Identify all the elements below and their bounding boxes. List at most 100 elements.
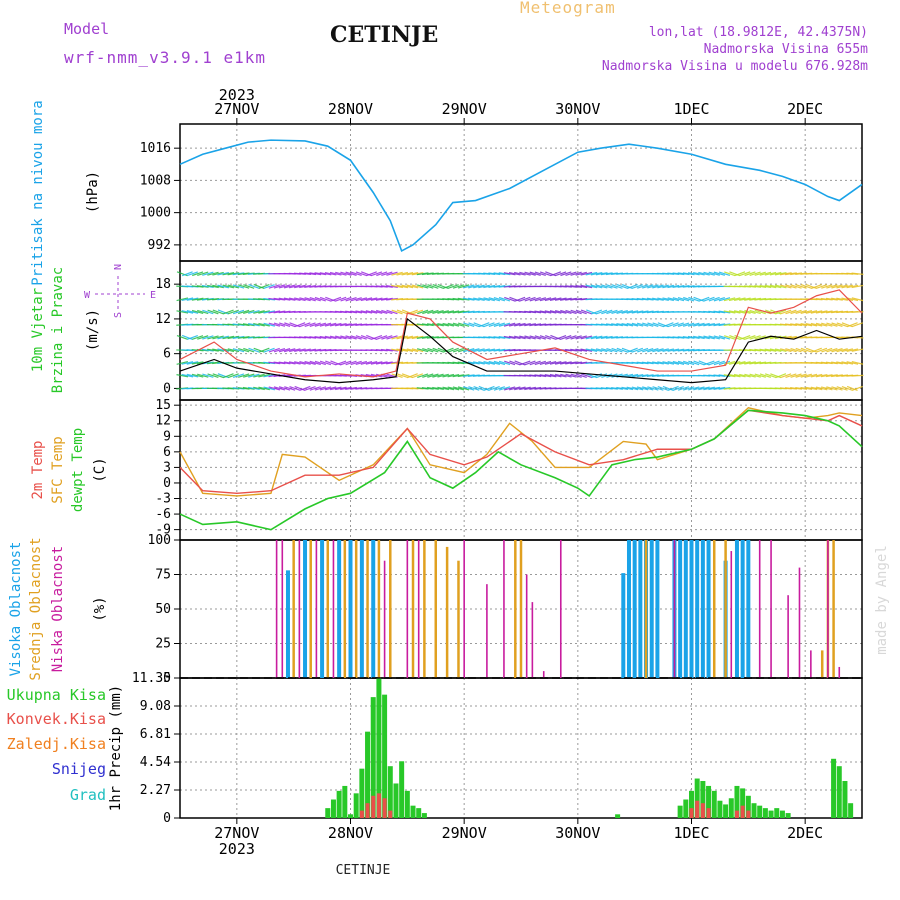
wind-barb xyxy=(657,322,669,328)
wind-barb xyxy=(708,271,720,276)
wind-barb xyxy=(641,361,654,365)
precip-total-bar xyxy=(740,788,746,818)
x-tick-label-top: 29NOV xyxy=(442,100,487,118)
sfc-temp-line xyxy=(179,407,863,497)
wind-barb xyxy=(232,373,245,379)
wind-barb xyxy=(591,309,603,315)
wind-barb xyxy=(247,323,260,327)
wind-barb xyxy=(191,285,204,288)
cloud-bar-high xyxy=(632,540,637,678)
wind-barb xyxy=(642,284,654,289)
wind-barb xyxy=(575,309,587,315)
wind-barb xyxy=(345,386,357,390)
wind-barb xyxy=(462,284,475,289)
panel-frame-precipitation xyxy=(179,677,863,819)
wind-barb xyxy=(616,347,628,353)
wind-barb xyxy=(437,373,449,378)
wind-barb xyxy=(284,322,296,328)
wind-barb xyxy=(605,323,618,327)
cloud-bar-mid xyxy=(366,540,369,678)
wind-barb xyxy=(227,309,239,315)
wind-barb xyxy=(288,297,301,302)
wind-barb xyxy=(176,360,189,365)
wind-barb xyxy=(559,297,572,301)
wind-barb xyxy=(243,373,255,378)
wind-barb xyxy=(473,322,485,328)
wind-barb xyxy=(237,309,250,315)
wind-barb xyxy=(595,335,608,340)
wind-barb xyxy=(371,271,383,277)
wind-barb xyxy=(380,297,393,301)
wind-barb xyxy=(739,334,751,340)
wind-barb xyxy=(417,309,429,315)
precip-total-bar xyxy=(370,697,376,818)
wind-barb xyxy=(836,386,848,391)
wind-barb xyxy=(340,386,352,391)
wind-barb xyxy=(366,334,377,340)
wind-barb xyxy=(826,284,838,289)
x-tick-label-bottom: 29NOV xyxy=(442,824,487,842)
wind-barb xyxy=(294,297,306,302)
model-elevation-text: Nadmorska Visina u modelu 676.928m xyxy=(601,59,868,74)
precip-legend-label: Grad xyxy=(70,786,106,804)
wind-barb xyxy=(407,373,418,379)
wind-barb xyxy=(319,322,332,327)
wind-barb xyxy=(636,374,649,378)
wind-barb xyxy=(733,361,746,365)
wind-barb xyxy=(319,386,332,391)
wind-barb xyxy=(237,336,250,339)
cloud-bar-low xyxy=(787,595,789,678)
wind-barb xyxy=(330,296,342,302)
precip-total-bar xyxy=(683,799,689,818)
wind-barb xyxy=(795,386,808,390)
precip-unit-label: 1hr Precip (mm) xyxy=(108,685,124,811)
y-tick-label: 1008 xyxy=(140,173,171,188)
cloud-bar-high xyxy=(655,540,660,678)
wind-barb xyxy=(181,297,194,302)
wind-barb xyxy=(202,373,214,378)
wind-barb xyxy=(642,386,654,391)
wind-barb xyxy=(437,386,450,391)
wind-barb xyxy=(841,284,854,289)
wind-barb xyxy=(698,360,710,366)
precip-conv-bar xyxy=(695,800,700,818)
cloud-bar-low xyxy=(315,540,318,678)
wind-barb xyxy=(447,386,460,391)
high-cloud-axis-label: Visoka Oblacnost xyxy=(8,542,24,677)
wind-barb xyxy=(416,323,429,327)
wind-barb xyxy=(288,284,301,289)
wind-barb xyxy=(360,335,372,340)
temp-unit-label: (C) xyxy=(92,457,108,482)
wind-barb xyxy=(432,323,444,327)
wind-barb xyxy=(503,322,516,327)
wind-barb xyxy=(785,309,797,315)
wind-barb xyxy=(565,348,577,352)
wind-barb xyxy=(386,271,398,276)
wind-barb xyxy=(248,347,260,353)
wind-barb xyxy=(273,347,286,353)
precip-conv-bar xyxy=(376,793,381,818)
wind-barb xyxy=(570,271,582,276)
wind-barb xyxy=(851,322,863,328)
wind-barb xyxy=(191,309,204,315)
elevation-text: Nadmorska Visina 655m xyxy=(703,42,868,57)
wind-barb xyxy=(601,284,613,289)
wind-barb xyxy=(565,361,577,365)
wind-axis-sublabel: Brzina i Pravac xyxy=(50,267,66,393)
wind-barb xyxy=(386,335,398,340)
wind-barb xyxy=(677,386,690,391)
wind-barb xyxy=(642,347,654,353)
wind-barb xyxy=(846,385,858,391)
compass-east: E xyxy=(150,290,156,301)
cloud-bar-low xyxy=(542,671,545,678)
wind-barb xyxy=(314,322,327,327)
wind-barb xyxy=(575,373,587,378)
wind-barb xyxy=(314,296,326,302)
wind-barb xyxy=(821,386,833,391)
wind-barb xyxy=(560,309,572,315)
wind-barb xyxy=(345,296,357,302)
x-tick-label-top: 30NOV xyxy=(555,100,600,118)
cloud-bar-mid xyxy=(434,540,437,678)
wind-barb xyxy=(416,348,429,353)
precip-total-bar xyxy=(785,813,791,818)
